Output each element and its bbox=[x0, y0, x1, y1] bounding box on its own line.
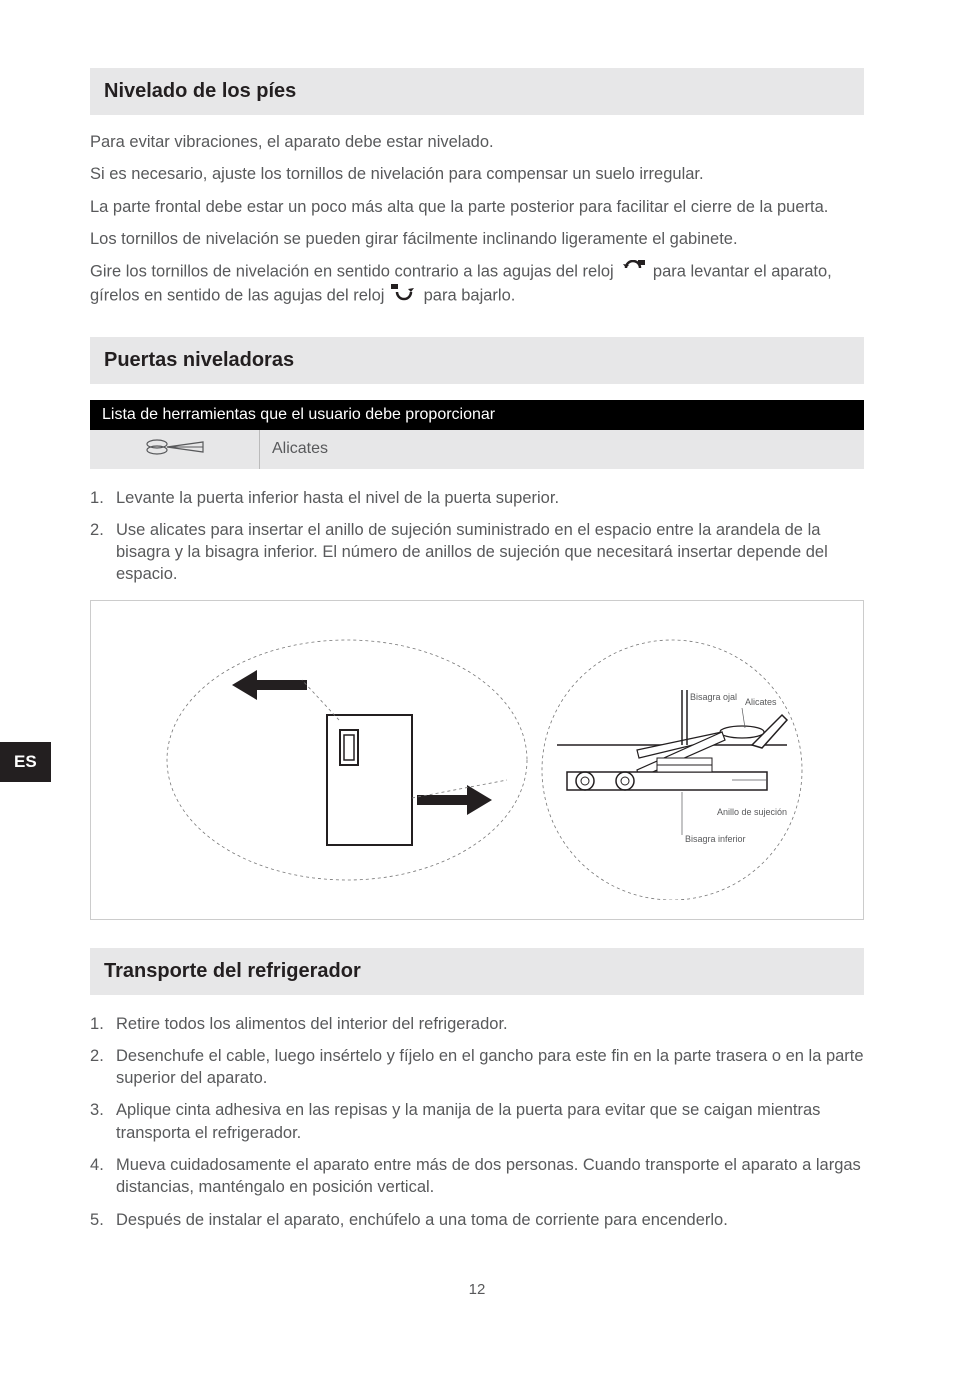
section-puertas-title: Puertas niveladoras bbox=[90, 337, 864, 384]
p5-text-c: para bajarlo. bbox=[424, 287, 516, 305]
puertas-step-1: Levante la puerta inferior hasta el nive… bbox=[90, 487, 864, 509]
language-tab: ES bbox=[0, 742, 51, 782]
hinge-diagram: Bisagra ojal Alicates Anillo de sujeción… bbox=[90, 600, 864, 920]
transporte-step-5: Después de instalar el aparato, enchúfel… bbox=[90, 1209, 864, 1231]
label-bisagra-ojal: Bisagra ojal bbox=[690, 692, 737, 702]
p5-text-a: Gire los tornillos de nivelación en sent… bbox=[90, 263, 618, 281]
label-alicates: Alicates bbox=[745, 697, 777, 707]
nivelado-p2: Si es necesario, ajuste los tornillos de… bbox=[90, 163, 864, 185]
cw-arrow-icon bbox=[391, 284, 417, 308]
tools-table-header: Lista de herramientas que el usuario deb… bbox=[90, 400, 864, 430]
transporte-step-4: Mueva cuidadosamente el aparato entre má… bbox=[90, 1154, 864, 1199]
section-nivelado-title: Nivelado de los píes bbox=[90, 68, 864, 115]
tools-label: Alicates bbox=[260, 434, 864, 464]
puertas-step-2: Use alicates para insertar el anillo de … bbox=[90, 519, 864, 586]
transporte-step-1: Retire todos los alimentos del interior … bbox=[90, 1013, 864, 1035]
section-transporte-title: Transporte del refrigerador bbox=[90, 948, 864, 995]
puertas-steps: Levante la puerta inferior hasta el nive… bbox=[90, 487, 864, 586]
ccw-arrow-icon bbox=[620, 260, 646, 284]
nivelado-p3: La parte frontal debe estar un poco más … bbox=[90, 196, 864, 218]
transporte-step-2: Desenchufe el cable, luego insértelo y f… bbox=[90, 1045, 864, 1090]
transporte-step-3: Aplique cinta adhesiva en las repisas y … bbox=[90, 1099, 864, 1144]
label-bisagra-inf: Bisagra inferior bbox=[685, 834, 746, 844]
pliers-icon bbox=[90, 430, 260, 469]
label-anillo: Anillo de sujeción bbox=[717, 807, 787, 817]
nivelado-p5: Gire los tornillos de nivelación en sent… bbox=[90, 260, 864, 309]
page-content: Nivelado de los píes Para evitar vibraci… bbox=[0, 0, 954, 1338]
tools-table-row: Alicates bbox=[90, 430, 864, 469]
nivelado-p4: Los tornillos de nivelación se pueden gi… bbox=[90, 228, 864, 250]
transporte-steps: Retire todos los alimentos del interior … bbox=[90, 1013, 864, 1231]
page-number: 12 bbox=[90, 1281, 864, 1298]
nivelado-p1: Para evitar vibraciones, el aparato debe… bbox=[90, 131, 864, 153]
